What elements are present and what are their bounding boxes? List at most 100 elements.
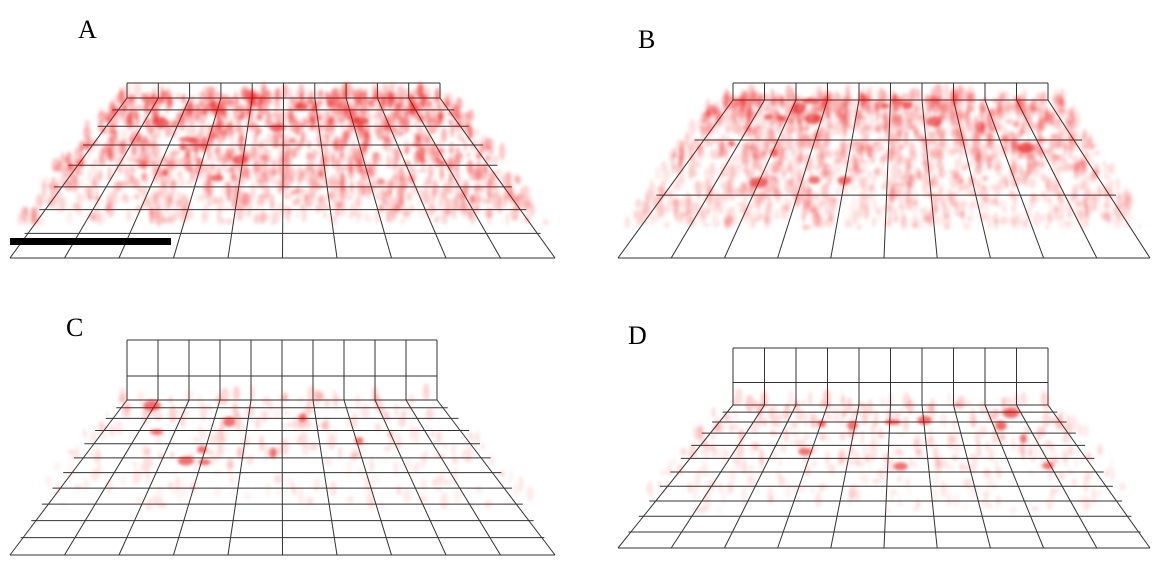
signal <box>788 158 791 170</box>
signal <box>945 224 950 229</box>
signal <box>703 180 712 190</box>
signal <box>176 170 179 181</box>
signal <box>92 165 98 175</box>
signal <box>779 152 788 162</box>
signal <box>947 494 951 508</box>
signal <box>743 205 749 212</box>
signal <box>118 394 127 403</box>
signal <box>680 448 687 456</box>
signal <box>395 402 398 418</box>
signal <box>382 98 386 113</box>
signal <box>931 398 936 414</box>
signal <box>751 151 758 168</box>
panel-label: D <box>628 321 647 350</box>
signal <box>374 114 380 120</box>
signal <box>238 134 246 150</box>
signal <box>1074 457 1078 468</box>
signal-spot <box>818 420 826 427</box>
signal <box>1124 192 1133 204</box>
signal <box>824 205 828 216</box>
signal <box>825 180 830 187</box>
signal <box>1049 134 1057 150</box>
signal <box>962 207 965 223</box>
signal <box>1092 487 1097 504</box>
signal <box>215 145 219 154</box>
signal <box>764 215 772 224</box>
signal <box>260 177 263 190</box>
signal <box>403 88 412 101</box>
signal <box>993 98 997 104</box>
signal <box>304 194 309 201</box>
signal <box>1046 498 1053 511</box>
signal <box>788 390 794 405</box>
signal <box>176 92 180 101</box>
signal <box>263 122 270 127</box>
signal <box>1000 216 1009 226</box>
signal <box>91 469 99 481</box>
signal <box>260 213 268 222</box>
signal <box>791 421 797 428</box>
signal <box>842 396 845 406</box>
signal <box>381 201 390 210</box>
signal <box>678 156 683 167</box>
signal <box>810 207 819 219</box>
signal <box>1071 478 1077 486</box>
signal <box>209 434 217 444</box>
signal <box>136 105 142 109</box>
signal <box>974 485 978 491</box>
signal <box>741 216 747 223</box>
signal <box>1084 212 1089 227</box>
signal <box>847 398 852 412</box>
signal <box>363 88 367 104</box>
signal <box>1008 177 1016 186</box>
signal <box>1087 133 1093 150</box>
signal <box>271 194 275 210</box>
signal <box>929 133 937 145</box>
signal <box>168 482 174 490</box>
signal <box>712 407 715 417</box>
signal <box>1012 96 1016 101</box>
signal <box>725 124 731 134</box>
signal <box>891 164 896 179</box>
signal <box>342 91 348 104</box>
signal <box>214 197 220 205</box>
signal <box>495 155 499 164</box>
signal <box>406 192 412 201</box>
signal <box>59 176 65 186</box>
signal <box>657 481 661 487</box>
signal <box>471 170 480 182</box>
signal <box>293 118 301 122</box>
signal <box>1011 437 1015 452</box>
signal <box>859 92 865 110</box>
signal <box>818 91 824 100</box>
signal <box>955 174 959 178</box>
signal <box>427 134 431 148</box>
signal <box>856 460 865 466</box>
signal <box>467 502 475 510</box>
signal <box>338 114 345 128</box>
signal <box>854 158 859 174</box>
signal <box>307 140 312 149</box>
signal-spot <box>178 456 194 465</box>
signal <box>951 454 958 461</box>
signal <box>1104 185 1107 195</box>
signal <box>66 210 72 225</box>
signal <box>692 507 701 514</box>
signal <box>725 450 731 456</box>
signal <box>758 192 766 204</box>
signal <box>899 206 905 214</box>
scale-bar <box>10 238 171 245</box>
signal <box>194 460 198 473</box>
signal <box>144 150 149 166</box>
signal <box>746 394 754 412</box>
signal <box>802 400 806 405</box>
signal <box>254 165 259 172</box>
signal <box>965 111 970 122</box>
signal <box>829 209 833 223</box>
signal <box>892 182 900 199</box>
signal <box>216 428 223 444</box>
signal <box>147 96 151 101</box>
signal <box>396 433 401 449</box>
signal <box>514 176 521 185</box>
signal <box>503 173 510 190</box>
